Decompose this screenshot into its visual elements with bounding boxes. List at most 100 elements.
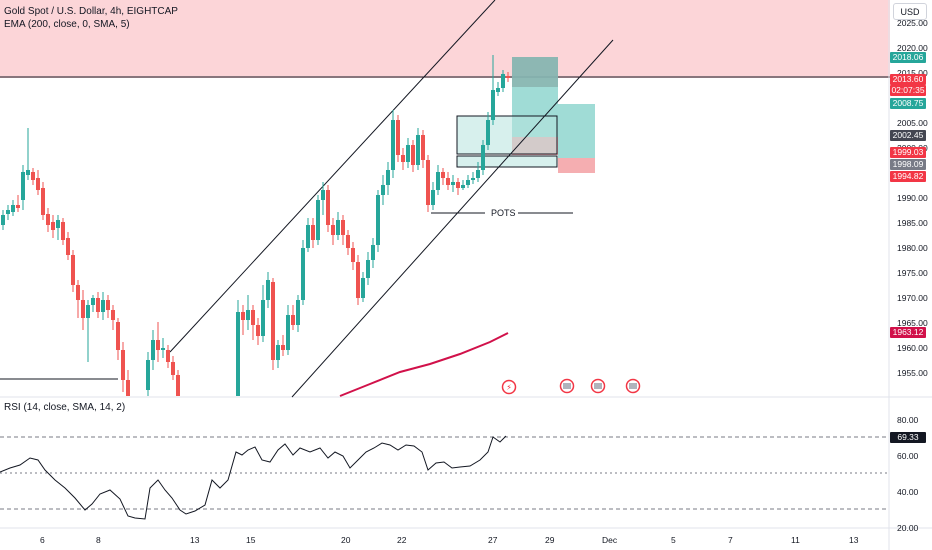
price-tick: 1955.00 (897, 368, 928, 378)
candle-body (256, 325, 260, 336)
candle-body (436, 172, 440, 190)
candle-body (496, 88, 500, 92)
rsi-tick: 60.00 (897, 451, 919, 461)
event-icon-flag-us-2[interactable] (590, 378, 606, 394)
candle-body (126, 380, 130, 396)
price-tag-countdown: 02:07:35 (890, 85, 926, 96)
price-tick: 1960.00 (897, 343, 928, 353)
candle-body (51, 222, 55, 230)
price-tag-crosshair: 2002.45 (890, 130, 926, 141)
event-icon-flag-us-1[interactable] (559, 378, 575, 394)
candle-body (86, 305, 90, 318)
time-tick: 13 (190, 535, 200, 545)
candle-body (101, 300, 105, 312)
price-tag-entry: 1998.09 (890, 159, 926, 170)
candle-body (26, 170, 30, 175)
candle-body (61, 222, 65, 240)
candle-body (6, 210, 10, 214)
channel-lower-line[interactable] (291, 39, 614, 398)
candle-body (151, 340, 155, 360)
candle-body (311, 225, 315, 240)
candle-body (281, 345, 285, 350)
pots-label: POTS (491, 208, 516, 218)
candle-body (286, 315, 290, 350)
candle-body (111, 310, 115, 320)
candle-body (31, 172, 35, 180)
candle-body (166, 350, 170, 362)
candle-body (431, 190, 435, 205)
price-tag-target-2: 2008.75 (890, 98, 926, 109)
rsi-tick: 80.00 (897, 415, 919, 425)
price-tag-ema: 1963.12 (890, 327, 926, 338)
candle-body (71, 255, 75, 285)
candle-body (36, 178, 40, 190)
candle-body (446, 178, 450, 185)
candle-body (481, 145, 485, 170)
channel-upper-line[interactable] (169, 0, 496, 353)
currency-button[interactable]: USD (893, 3, 927, 20)
candle-body (241, 312, 245, 320)
candle-body (56, 220, 60, 228)
price-tick: 1980.00 (897, 243, 928, 253)
resistance-zone (0, 0, 890, 78)
candle-body (146, 360, 150, 390)
target-zone-2[interactable] (558, 104, 595, 158)
candle-body (81, 300, 85, 318)
candle-body (416, 135, 420, 165)
candle-body (171, 362, 175, 375)
candle-body (326, 190, 330, 225)
time-tick: 6 (40, 535, 45, 545)
candle-body (356, 262, 360, 298)
event-icon-flag-us-3[interactable] (625, 378, 641, 394)
candle-body (16, 205, 20, 208)
time-tick: 20 (341, 535, 351, 545)
candle-body (66, 238, 70, 255)
price-tag-stop-2: 1994.82 (890, 171, 926, 182)
time-tick: Dec (602, 535, 618, 545)
price-tick: 1970.00 (897, 293, 928, 303)
price-tick: 2020.00 (897, 43, 928, 53)
ema-indicator-label: EMA (200, close, 0, SMA, 5) (4, 19, 130, 30)
price-tick: 1990.00 (897, 193, 928, 203)
order-block-box[interactable] (456, 115, 558, 155)
svg-text:⚡: ⚡ (506, 383, 512, 392)
candle-body (1, 215, 5, 225)
candle-body (296, 300, 300, 325)
time-tick: 29 (545, 535, 555, 545)
candle-body (376, 195, 380, 245)
candle-body (466, 180, 470, 185)
candle-body (411, 145, 415, 165)
candle-body (371, 245, 375, 260)
candle-body (421, 135, 425, 160)
candle-body (491, 90, 495, 120)
candle-body (471, 178, 475, 180)
time-tick: 7 (728, 535, 733, 545)
event-icon-lightning[interactable]: ⚡ (501, 379, 517, 395)
symbol-title: Gold Spot / U.S. Dollar, 4h, EIGHTCAP (4, 6, 178, 17)
candle-body (331, 225, 335, 235)
candle-body (261, 300, 265, 336)
candle-body (406, 145, 410, 162)
candle-body (41, 188, 45, 215)
price-tick: 2015.00 (897, 68, 928, 78)
price-tag-target: 2018.06 (890, 52, 926, 63)
candle-body (236, 312, 240, 396)
candle-body (361, 278, 365, 298)
candle-body (291, 315, 295, 325)
candle-body (116, 322, 120, 350)
candle-body (276, 345, 280, 360)
candle-body (96, 298, 100, 312)
time-tick: 13 (849, 535, 859, 545)
candle-body (316, 200, 320, 240)
time-tick: 5 (671, 535, 676, 545)
time-tick: 8 (96, 535, 101, 545)
candle-body (251, 310, 255, 325)
time-tick: 11 (791, 535, 800, 545)
candle-body (351, 248, 355, 262)
candle-body (46, 214, 50, 225)
candle-body (306, 225, 310, 248)
stop-zone-2[interactable] (558, 158, 595, 173)
candle-body (501, 74, 505, 88)
fvg-box[interactable] (456, 155, 558, 168)
